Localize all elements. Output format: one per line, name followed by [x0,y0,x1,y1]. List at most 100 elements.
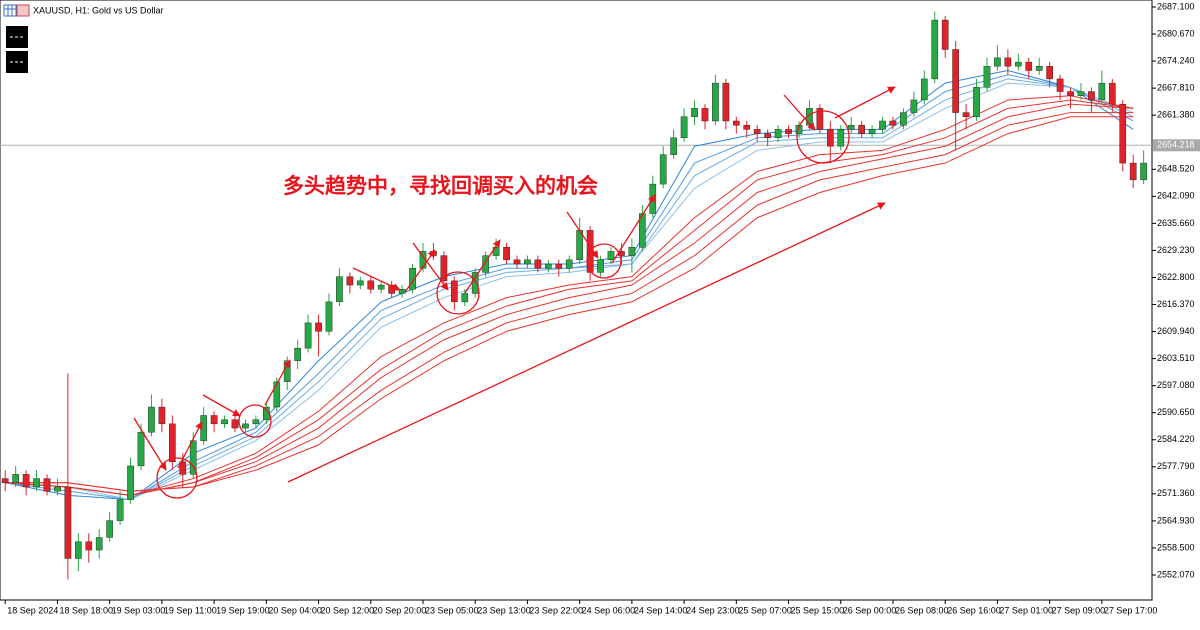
x-tick-label: 24 Sep 06:00 [582,605,636,615]
candle-body [1098,82,1106,101]
candle-body [304,322,312,349]
candle-body [346,276,354,286]
symbol-title: XAUUSD, H1: Gold vs US Dollar [33,5,164,15]
candle-body [743,124,751,130]
candle-body [555,263,563,269]
candle-body [1119,103,1127,164]
candle-body [158,406,166,425]
candle-body [54,486,61,492]
annotation-shapes [133,86,896,499]
candle-body [210,415,218,425]
current-price-box [1153,139,1200,152]
candle-body [941,19,949,50]
x-tick-label: 24 Sep 14:00 [634,605,688,615]
y-tick-label: 2597.080 [1157,380,1195,390]
candle-body [12,474,19,483]
y-tick-label: 2661.380 [1157,110,1195,120]
candle-body [1129,162,1137,181]
candle-body [962,112,970,117]
x-tick-label: 27 Sep 09:00 [1052,605,1106,615]
candle-body [785,129,792,134]
candle-body [1035,66,1043,71]
candle-body [377,284,385,290]
candle-body [200,415,207,441]
x-tick-label: 23 Sep 05:00 [425,605,479,615]
x-tick-label: 19 Sep 11:00 [164,605,217,615]
candle-body [1140,162,1147,181]
candle-body [471,272,479,294]
candle-body [33,478,40,488]
x-tick-label: 27 Sep 17:00 [1104,605,1158,615]
x-tick-label: 23 Sep 22:00 [529,605,583,615]
candle-body [753,129,761,134]
candle-body [325,301,333,332]
candle-body [659,154,667,185]
y-tick-label: 2577.790 [1157,461,1195,471]
candle-body [1004,57,1012,67]
x-tick-label: 20 Sep 12:00 [321,605,375,615]
one-click-panel[interactable] [6,26,28,73]
candle-body [910,99,918,113]
candle-body [712,82,719,122]
current-price-label: 2654.218 [1157,140,1195,150]
candle-body [732,120,740,126]
candle-body [952,49,959,113]
candle-body [816,108,824,130]
candle-body [534,259,542,269]
candle-body [847,124,855,130]
candle-body [189,440,197,475]
candle-body [931,19,939,80]
candle-body [722,82,730,122]
candle-body [670,137,677,155]
y-tick-label: 2558.500 [1157,542,1195,552]
candle-body [482,255,489,273]
candle-body [356,280,364,286]
y-tick-label: 2616.370 [1157,299,1195,309]
candle-body [1025,61,1033,71]
x-tick-label: 26 Sep 00:00 [843,605,897,615]
candle-body [503,246,510,261]
candle-body [1,478,9,483]
candle-body [837,129,845,147]
candle-body [973,87,980,117]
y-tick-label: 2648.520 [1157,164,1195,174]
candle-body [513,259,521,265]
x-tick-label: 18 Sep 18:00 [59,605,113,615]
x-tick-label: 23 Sep 13:00 [477,605,531,615]
plot-area [0,0,1153,601]
candle-body [273,381,281,408]
candle-body [900,112,907,126]
y-tick-label: 2609.940 [1157,326,1195,336]
x-tick-label: 19 Sep 19:00 [216,605,270,615]
candle-body [524,259,531,265]
y-tick-label: 2590.650 [1157,407,1195,417]
candle-body [179,461,187,475]
y-tick-label: 2584.220 [1157,434,1195,444]
candle-body [1056,78,1064,92]
x-tick-label: 25 Sep 15:00 [791,605,845,615]
candle-body [920,78,928,101]
candle-body [1088,91,1095,101]
candle-body [868,129,876,134]
y-tick-label: 2603.510 [1157,353,1195,363]
candle-body [983,66,991,88]
candle-body [1046,66,1053,80]
x-tick-label: 20 Sep 20:00 [373,605,427,615]
moving-average [5,103,1134,496]
candle-body [64,486,72,559]
candle-body [879,120,886,130]
candle-body [764,133,771,139]
candle-body [409,268,416,290]
candle-body [450,280,458,303]
candle-body [544,263,552,269]
candle-body [565,259,573,269]
candle-body [168,423,176,462]
x-tick-label: 20 Sep 04:00 [268,605,322,615]
candle-body [440,255,448,282]
candle-body [889,120,897,126]
candle-body [638,213,646,248]
candle-body [691,108,698,117]
candle-body [74,541,82,559]
candle-body [1067,91,1074,96]
